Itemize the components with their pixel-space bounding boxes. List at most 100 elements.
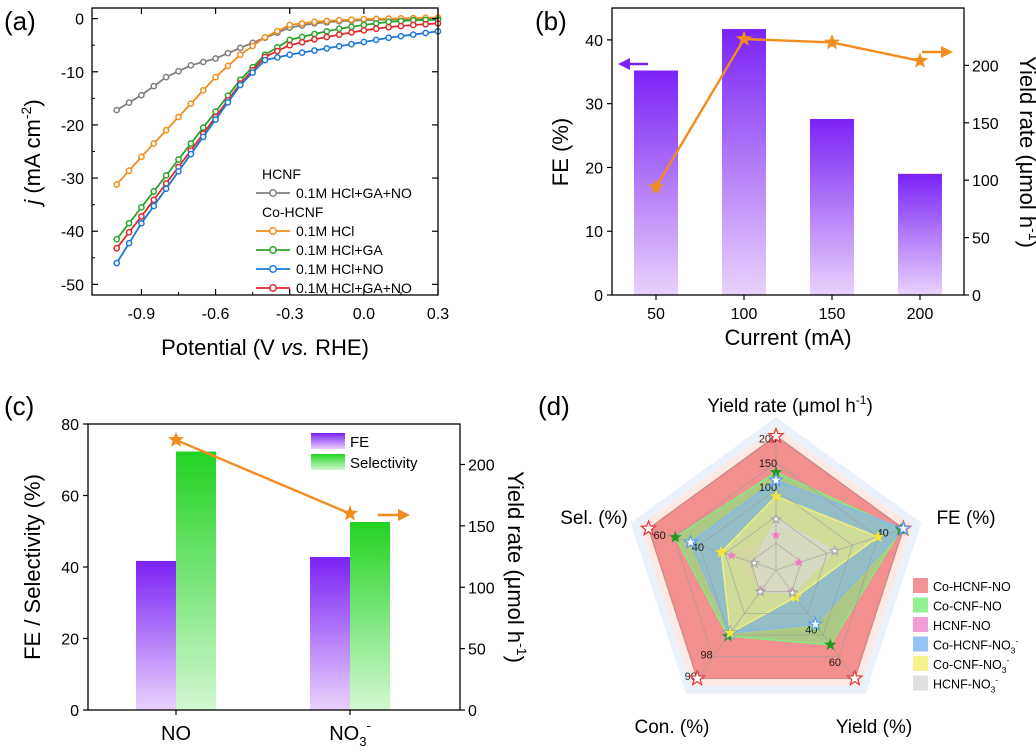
series-marker xyxy=(286,21,294,29)
series-marker xyxy=(335,42,343,50)
series-marker xyxy=(409,21,417,29)
fe-bar xyxy=(810,118,854,296)
series-marker xyxy=(162,126,170,134)
legend-label-sub: 3 xyxy=(991,685,996,695)
y-tick-label: 0 xyxy=(75,12,84,29)
panel-a-series xyxy=(113,14,442,267)
radar-marker xyxy=(688,669,707,686)
radar-marker xyxy=(786,586,799,598)
x-tick-label: NO3- xyxy=(329,718,371,749)
series-marker xyxy=(212,116,219,123)
radar-grid-ring xyxy=(648,435,904,679)
series-marker xyxy=(249,69,256,76)
panel-c-x-ticks: NO NO3- xyxy=(161,710,371,749)
y-tick-label: 60 xyxy=(61,489,79,506)
yield-star xyxy=(167,431,185,447)
series-marker xyxy=(298,38,306,46)
legend-label: Co-HCNF-NO3- xyxy=(933,636,1019,656)
radar-axis-label: Sel. (%) xyxy=(560,508,628,529)
yield-star xyxy=(823,33,841,50)
legend-label-text: HCNF-NO xyxy=(933,619,991,633)
series-marker xyxy=(224,62,232,70)
x-tick-label: -0.6 xyxy=(202,306,230,323)
panel-a-label: (a) xyxy=(4,6,36,36)
series-marker xyxy=(385,23,392,31)
fe-bar xyxy=(136,560,176,710)
radar-marker xyxy=(715,545,728,558)
series-marker xyxy=(261,56,269,64)
series-marker xyxy=(286,36,294,44)
series-marker xyxy=(199,58,207,66)
legend-label: 0.1M HCl+GA+NO xyxy=(296,185,412,201)
radar-marker xyxy=(771,530,781,540)
series-marker xyxy=(385,34,392,42)
panel-c-y-ticks: 0 20 40 60 80 xyxy=(61,417,88,720)
legend-marker xyxy=(269,246,277,254)
series-marker xyxy=(360,38,368,46)
x-tick-label-sub: 3 xyxy=(359,734,366,749)
series-marker xyxy=(187,100,195,108)
x-tick-label-sup: - xyxy=(366,718,370,733)
series-marker xyxy=(150,140,158,147)
radar-marker xyxy=(754,585,767,597)
series-marker xyxy=(138,91,145,99)
legend-group-title: Co-HCNF xyxy=(262,204,323,220)
series-marker xyxy=(125,99,133,106)
radar-spoke xyxy=(696,569,777,679)
series-2 xyxy=(113,16,442,243)
radar-ring-label: 98 xyxy=(700,650,712,662)
x-tick-label: -0.9 xyxy=(128,306,156,323)
series-marker xyxy=(360,15,368,23)
series-marker xyxy=(422,20,429,28)
panel-c-legend: FE Selectivity xyxy=(311,433,418,472)
legend-label-sub: 3 xyxy=(1011,646,1016,656)
panel-c-label: (c) xyxy=(4,391,34,421)
y-tick-label: -10 xyxy=(61,65,84,82)
series-marker xyxy=(236,81,244,89)
series-marker xyxy=(125,167,133,174)
radar-marker xyxy=(767,426,785,444)
y2-tick-label: 200 xyxy=(972,58,999,75)
legend-swatch xyxy=(311,454,345,470)
legend-label-text: HCNF-NO xyxy=(933,678,991,692)
legend-label: FE xyxy=(350,434,369,451)
panel-c-bars xyxy=(136,451,390,710)
series-marker xyxy=(224,49,232,57)
series-marker xyxy=(372,36,380,44)
yield-line xyxy=(175,438,351,515)
panel-d-axis-labels: Yield rate (μmol h-1) FE (%) Yield (%) Con.… xyxy=(560,393,995,738)
series-marker xyxy=(162,185,170,193)
series-line xyxy=(115,30,439,264)
series-marker xyxy=(360,26,368,34)
legend-label: 0.1M HCl+NO xyxy=(296,261,384,277)
series-marker xyxy=(138,212,145,220)
radar-marker xyxy=(726,550,737,560)
y-tick-label: -20 xyxy=(61,118,84,135)
series-marker xyxy=(224,98,232,106)
radar-marker xyxy=(724,626,737,639)
series-marker xyxy=(323,28,331,35)
y2-tick-label: 0 xyxy=(972,288,981,305)
series-marker xyxy=(348,29,355,36)
radar-marker xyxy=(769,512,783,525)
series-marker xyxy=(113,244,121,252)
selectivity-bar xyxy=(176,451,216,710)
panel-d-label: (d) xyxy=(538,391,570,421)
series-marker xyxy=(236,44,244,52)
panel-a-frame xyxy=(91,7,439,296)
y2-tick-label: 150 xyxy=(468,519,495,536)
panel-b-right-arrow xyxy=(922,46,953,58)
series-marker xyxy=(150,196,158,204)
x-tick-label: NO xyxy=(161,723,191,745)
series-marker xyxy=(298,49,306,56)
series-marker xyxy=(150,188,158,195)
y2-tick-label: 50 xyxy=(468,642,486,659)
panel-a-ylabel: j (mA cm-2) xyxy=(18,99,45,207)
panel-b-y2-ticks: 0 50 100 150 200 xyxy=(964,58,999,305)
legend-marker xyxy=(269,265,277,273)
series-marker xyxy=(335,16,343,24)
legend-marker xyxy=(269,284,277,292)
series-marker xyxy=(397,22,405,30)
series-marker xyxy=(175,113,182,121)
y-tick-label: 0 xyxy=(594,288,603,305)
